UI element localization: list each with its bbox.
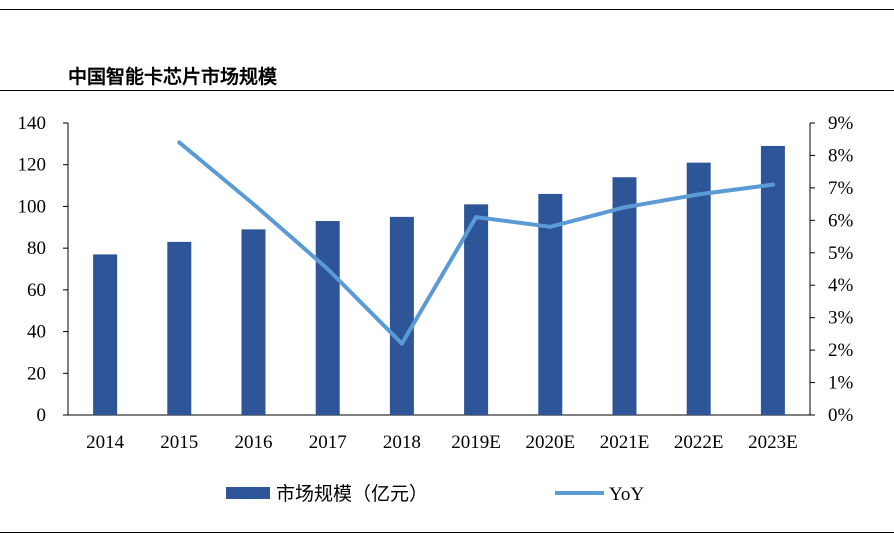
x-tick-label: 2020E xyxy=(525,432,575,453)
x-tick-label: 2018 xyxy=(383,432,421,453)
legend-bar-swatch xyxy=(226,487,270,499)
right-tick-label: 9% xyxy=(828,113,854,134)
right-tick-label: 2% xyxy=(828,340,854,361)
left-tick-label: 0 xyxy=(37,405,47,426)
bar-2017 xyxy=(315,221,340,415)
yoy-point-2018 xyxy=(399,341,404,346)
yoy-point-2016 xyxy=(251,202,256,207)
bar-2022E xyxy=(686,162,711,415)
x-tick-label: 2023E xyxy=(748,432,798,453)
yoy-point-2022E xyxy=(696,192,701,197)
bottom-rule xyxy=(0,532,894,533)
legend-line-label: YoY xyxy=(609,484,644,505)
bar-2015 xyxy=(167,241,192,415)
x-tick-label: 2021E xyxy=(600,432,650,453)
left-tick-label: 60 xyxy=(27,280,46,301)
top-rule xyxy=(0,9,894,10)
left-tick-label: 80 xyxy=(27,238,46,259)
right-tick-label: 5% xyxy=(828,243,854,264)
left-tick-label: 20 xyxy=(27,363,46,384)
left-tick-label: 40 xyxy=(27,322,46,343)
x-tick-label: 2022E xyxy=(674,432,724,453)
x-tick-label: 2016 xyxy=(235,432,273,453)
left-tick-label: 120 xyxy=(18,155,47,176)
right-tick-label: 0% xyxy=(828,405,854,426)
bar-2016 xyxy=(241,229,266,415)
yoy-point-2017 xyxy=(325,267,330,271)
x-tick-label: 2019E xyxy=(451,432,501,453)
right-tick-label: 4% xyxy=(828,275,854,296)
bar-2023E xyxy=(760,145,785,415)
x-tick-label: 2014 xyxy=(86,432,125,453)
right-tick-label: 3% xyxy=(828,308,854,329)
bar-2020E xyxy=(538,193,563,415)
right-tick-label: 7% xyxy=(828,178,854,199)
right-tick-label: 1% xyxy=(828,373,854,394)
x-tick-label: 2015 xyxy=(160,432,198,453)
right-tick-label: 6% xyxy=(828,210,854,231)
chart-title: 中国智能卡芯片市场规模 xyxy=(68,66,278,88)
yoy-point-2019E xyxy=(474,215,479,220)
yoy-point-2023E xyxy=(770,182,775,187)
yoy-point-2020E xyxy=(548,224,553,229)
bar-2019E xyxy=(464,204,489,415)
x-tick-label: 2017 xyxy=(309,432,347,453)
yoy-point-2021E xyxy=(622,205,627,210)
yoy-point-2015 xyxy=(177,140,182,145)
bar-2021E xyxy=(612,177,637,415)
title-rule xyxy=(0,90,894,91)
right-tick-label: 8% xyxy=(828,145,854,166)
left-tick-label: 100 xyxy=(18,196,47,217)
bar-2018 xyxy=(389,216,414,415)
bar-2014 xyxy=(93,254,118,415)
left-tick-label: 140 xyxy=(18,113,47,134)
legend-bar-label: 市场规模（亿元） xyxy=(276,483,428,505)
